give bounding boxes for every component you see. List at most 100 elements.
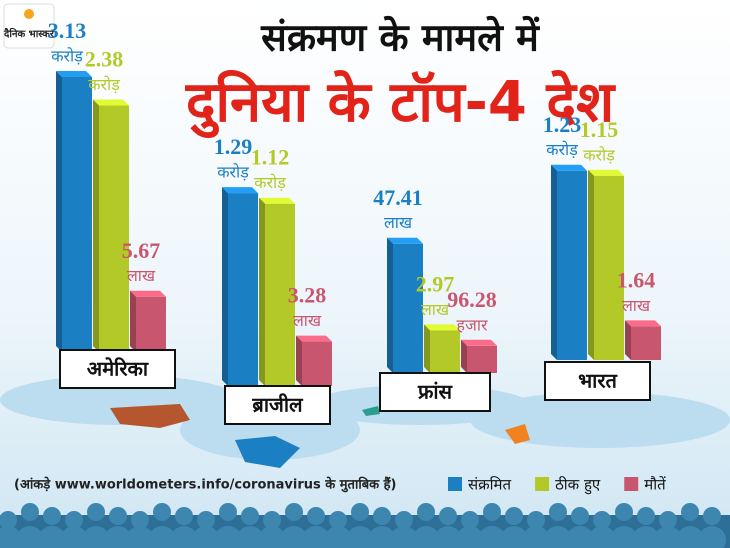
bar-top (222, 187, 258, 194)
head (395, 511, 413, 529)
value-label: 1.15 (580, 117, 619, 142)
legend-swatch (535, 477, 550, 491)
legend-swatch (448, 477, 462, 491)
head (637, 507, 655, 525)
bar-top (93, 99, 129, 106)
country-label: ब्राजील (251, 393, 304, 417)
head (0, 511, 17, 529)
bar-side (222, 187, 228, 386)
bar (557, 170, 587, 360)
shoulders (104, 526, 132, 548)
head (439, 507, 457, 525)
head (241, 507, 259, 525)
bar-side (588, 169, 594, 360)
shoulders (412, 526, 440, 548)
head (571, 507, 589, 525)
head (109, 507, 127, 525)
head (373, 507, 391, 525)
bar (393, 243, 423, 373)
logo: दैनिक भास्कर (3, 27, 55, 40)
shoulders (676, 526, 704, 548)
value-label: 3.13 (48, 18, 87, 43)
unit-label: करोड़ (217, 163, 249, 182)
unit-label: हजार (456, 315, 488, 334)
head (615, 503, 633, 521)
head (417, 503, 435, 521)
head (461, 511, 479, 529)
value-label: 96.28 (447, 287, 497, 312)
shoulders (588, 526, 616, 548)
value-label: 1.23 (543, 112, 582, 137)
value-label: 5.67 (122, 238, 161, 263)
bar-side (259, 197, 265, 386)
unit-label: लाख (127, 266, 156, 285)
value-label: 2.38 (85, 47, 124, 72)
shoulders (82, 526, 110, 548)
bar (228, 193, 258, 386)
shoulders (258, 526, 286, 548)
shoulders (148, 526, 176, 548)
head (681, 503, 699, 521)
shoulders (654, 526, 682, 548)
head (21, 503, 39, 521)
logo-box (3, 3, 55, 49)
bar-top (588, 169, 624, 176)
head (659, 511, 677, 529)
head (351, 503, 369, 521)
crowd-heads (0, 503, 726, 548)
bar-side (461, 339, 467, 373)
shoulders (478, 526, 506, 548)
bar-top (56, 71, 92, 77)
bar-top (130, 290, 166, 297)
head (329, 511, 347, 529)
head (307, 507, 325, 525)
usa-shape (110, 404, 190, 428)
head (263, 511, 281, 529)
legend-swatch (624, 477, 639, 491)
unit-label: करोड़ (254, 173, 286, 192)
unit-label: करोड़ (51, 47, 83, 66)
head (285, 503, 303, 521)
bar-top (461, 339, 497, 346)
bar-top (625, 320, 661, 327)
shoulders (390, 526, 418, 548)
shoulders (566, 526, 594, 548)
value-label: 3.28 (288, 283, 327, 308)
bar-side (387, 237, 393, 373)
bar (136, 296, 166, 352)
head (483, 503, 501, 521)
bar-side (56, 71, 62, 352)
head (153, 503, 171, 521)
country-box (379, 372, 491, 412)
head (175, 507, 193, 525)
bar-side (625, 320, 631, 360)
head (43, 507, 61, 525)
head (527, 511, 545, 529)
bar-side (93, 99, 99, 352)
bar (265, 203, 295, 386)
shoulders (236, 526, 264, 548)
value-label: 47.41 (373, 185, 423, 210)
country-box (544, 361, 651, 401)
india-shape (505, 424, 530, 444)
bar-top (387, 237, 423, 244)
shoulders (368, 526, 396, 548)
legend-label: मौतें (644, 476, 666, 494)
bar-side (296, 335, 302, 386)
bar (302, 341, 332, 386)
shoulders (544, 526, 572, 548)
country-box (59, 349, 176, 389)
head (131, 511, 149, 529)
value-label: 1.64 (617, 267, 656, 292)
bar-top (424, 324, 460, 331)
shoulders (192, 526, 220, 548)
shoulders (522, 526, 550, 548)
head (87, 503, 105, 521)
head (593, 511, 611, 529)
bar-top (551, 164, 587, 171)
value-label: 1.12 (251, 145, 290, 170)
brazil-shape (235, 436, 300, 468)
title: संक्रमण के मामले में (260, 16, 540, 60)
head (197, 511, 215, 529)
shoulders (610, 526, 638, 548)
